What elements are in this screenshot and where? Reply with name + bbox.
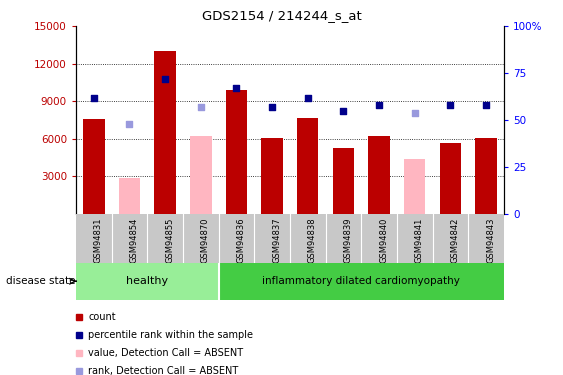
Text: GSM94843: GSM94843 [486,217,495,263]
Text: GSM94837: GSM94837 [272,217,281,263]
Text: inflammatory dilated cardiomyopathy: inflammatory dilated cardiomyopathy [262,276,460,286]
Text: GSM94841: GSM94841 [415,217,424,263]
Text: healthy: healthy [126,276,168,286]
Bar [404,159,426,214]
Text: value, Detection Call = ABSENT: value, Detection Call = ABSENT [88,348,244,358]
Point [90,94,99,100]
Bar [440,142,461,214]
Text: GSM94840: GSM94840 [379,217,388,263]
Text: GSM94831: GSM94831 [94,217,103,263]
Bar [218,262,504,300]
Bar [119,177,140,214]
Bar [475,138,497,214]
Text: GSM94855: GSM94855 [165,217,174,263]
Point [481,102,490,108]
Bar [76,262,218,300]
Bar [297,117,319,214]
Point [196,104,205,110]
Bar [83,119,105,214]
Point [374,102,383,108]
Point [339,108,348,114]
Point [267,104,276,110]
Point [232,85,241,91]
Text: GSM94854: GSM94854 [129,217,138,263]
Text: percentile rank within the sample: percentile rank within the sample [88,330,253,340]
Text: GDS2154 / 214244_s_at: GDS2154 / 214244_s_at [202,9,361,22]
Bar [368,136,390,214]
Bar [333,147,354,214]
Point [303,94,312,100]
Text: GSM94870: GSM94870 [201,217,210,263]
Point [125,121,134,127]
Text: GSM94836: GSM94836 [236,217,245,263]
Text: GSM94842: GSM94842 [450,217,459,263]
Bar [226,90,247,214]
Text: GSM94838: GSM94838 [308,217,317,263]
Point [410,110,419,116]
Text: disease state: disease state [6,276,75,286]
Point [446,102,455,108]
Point [160,76,169,82]
Text: GSM94839: GSM94839 [343,217,352,263]
Bar [154,51,176,214]
Bar [261,138,283,214]
Bar [190,136,212,214]
Text: rank, Detection Call = ABSENT: rank, Detection Call = ABSENT [88,366,239,375]
Text: count: count [88,312,116,322]
